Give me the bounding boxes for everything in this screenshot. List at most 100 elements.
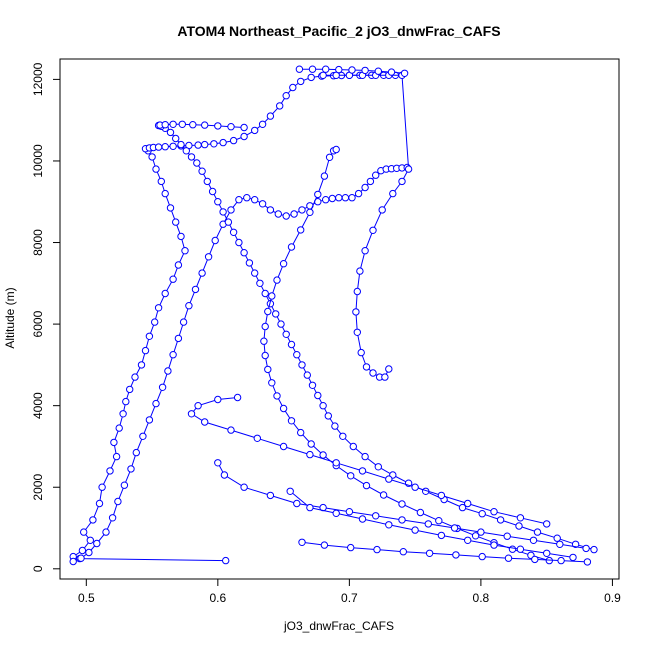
data-point: [322, 196, 330, 204]
data-point: [139, 432, 147, 440]
data-point: [287, 340, 296, 349]
data-point: [127, 465, 135, 473]
data-point: [332, 459, 340, 467]
data-point: [243, 194, 251, 202]
data-point: [240, 132, 248, 141]
data-point: [229, 228, 238, 237]
data-point: [174, 334, 183, 343]
data-point: [543, 520, 551, 528]
data-point: [187, 153, 196, 161]
data-point: [110, 438, 118, 447]
data-point: [154, 304, 163, 312]
data-point: [222, 556, 230, 565]
data-point: [227, 206, 235, 214]
data-point: [400, 69, 409, 78]
data-point: [373, 545, 381, 554]
y-tick-label: 4000: [31, 392, 45, 419]
data-point: [194, 402, 202, 410]
data-point: [319, 71, 327, 80]
x-tick-label: 0.9: [604, 591, 621, 605]
data-point: [152, 165, 160, 173]
data-point: [332, 145, 340, 154]
series-layer: [69, 65, 598, 566]
data-point: [358, 467, 367, 475]
data-point: [398, 516, 406, 524]
data-point: [132, 448, 141, 457]
data-point: [282, 212, 290, 220]
data-point: [161, 289, 169, 298]
data-point: [272, 310, 280, 318]
data-point: [478, 552, 486, 561]
data-point: [181, 247, 189, 255]
data-point: [287, 417, 296, 425]
data-point: [298, 361, 306, 369]
data-point: [425, 549, 434, 557]
data-point: [324, 412, 332, 420]
data-point: [268, 379, 276, 387]
data-point: [374, 463, 382, 471]
data-point: [322, 65, 330, 73]
data-point: [240, 483, 248, 491]
data-point: [279, 404, 288, 413]
data-point: [358, 515, 367, 523]
series-line: [289, 490, 574, 558]
data-point: [145, 416, 154, 424]
data-point: [261, 322, 269, 331]
y-tick-label: 0: [31, 565, 45, 572]
series-line: [190, 397, 547, 525]
data-point: [582, 544, 590, 553]
data-point: [307, 73, 315, 82]
data-point: [345, 508, 354, 516]
data-point: [115, 424, 123, 432]
data-point: [516, 514, 525, 522]
data-point: [298, 206, 306, 214]
data-point: [264, 307, 272, 316]
data-point: [348, 194, 356, 202]
data-point: [161, 189, 169, 198]
data-point: [137, 361, 146, 369]
data-point: [131, 373, 139, 381]
data-point: [273, 392, 281, 400]
data-point: [478, 510, 486, 518]
data-point: [274, 210, 282, 218]
data-point: [435, 517, 443, 525]
data-point: [287, 243, 296, 251]
data-point: [204, 253, 213, 261]
series-line: [323, 74, 410, 378]
y-axis-label: Altitude (m): [3, 287, 17, 348]
data-point: [328, 194, 336, 203]
data-point: [504, 554, 513, 562]
data-point: [293, 351, 301, 359]
data-point: [112, 452, 121, 461]
data-point: [119, 410, 127, 418]
data-point: [201, 140, 209, 149]
data-point: [214, 122, 222, 130]
data-point: [314, 190, 322, 199]
data-point: [266, 112, 275, 120]
data-point: [261, 289, 269, 298]
data-point: [308, 65, 317, 73]
data-point: [471, 532, 480, 540]
data-point: [508, 545, 517, 553]
data-point: [177, 232, 185, 241]
data-point: [154, 143, 163, 151]
data-point: [77, 554, 85, 562]
data-point: [120, 481, 129, 489]
data-point: [161, 143, 169, 151]
data-point: [169, 351, 177, 359]
data-point: [141, 346, 150, 355]
data-point: [148, 153, 156, 161]
data-point: [266, 206, 275, 214]
data-point: [398, 500, 406, 508]
data-point: [571, 540, 580, 548]
data-point: [214, 459, 222, 467]
data-point: [361, 452, 369, 461]
data-point: [235, 196, 243, 204]
data-point: [387, 68, 396, 76]
data-point: [191, 285, 200, 294]
data-point: [298, 538, 306, 546]
data-point: [189, 121, 197, 129]
x-tick-label: 0.8: [473, 591, 490, 605]
data-point: [227, 123, 235, 131]
data-point: [224, 218, 233, 226]
